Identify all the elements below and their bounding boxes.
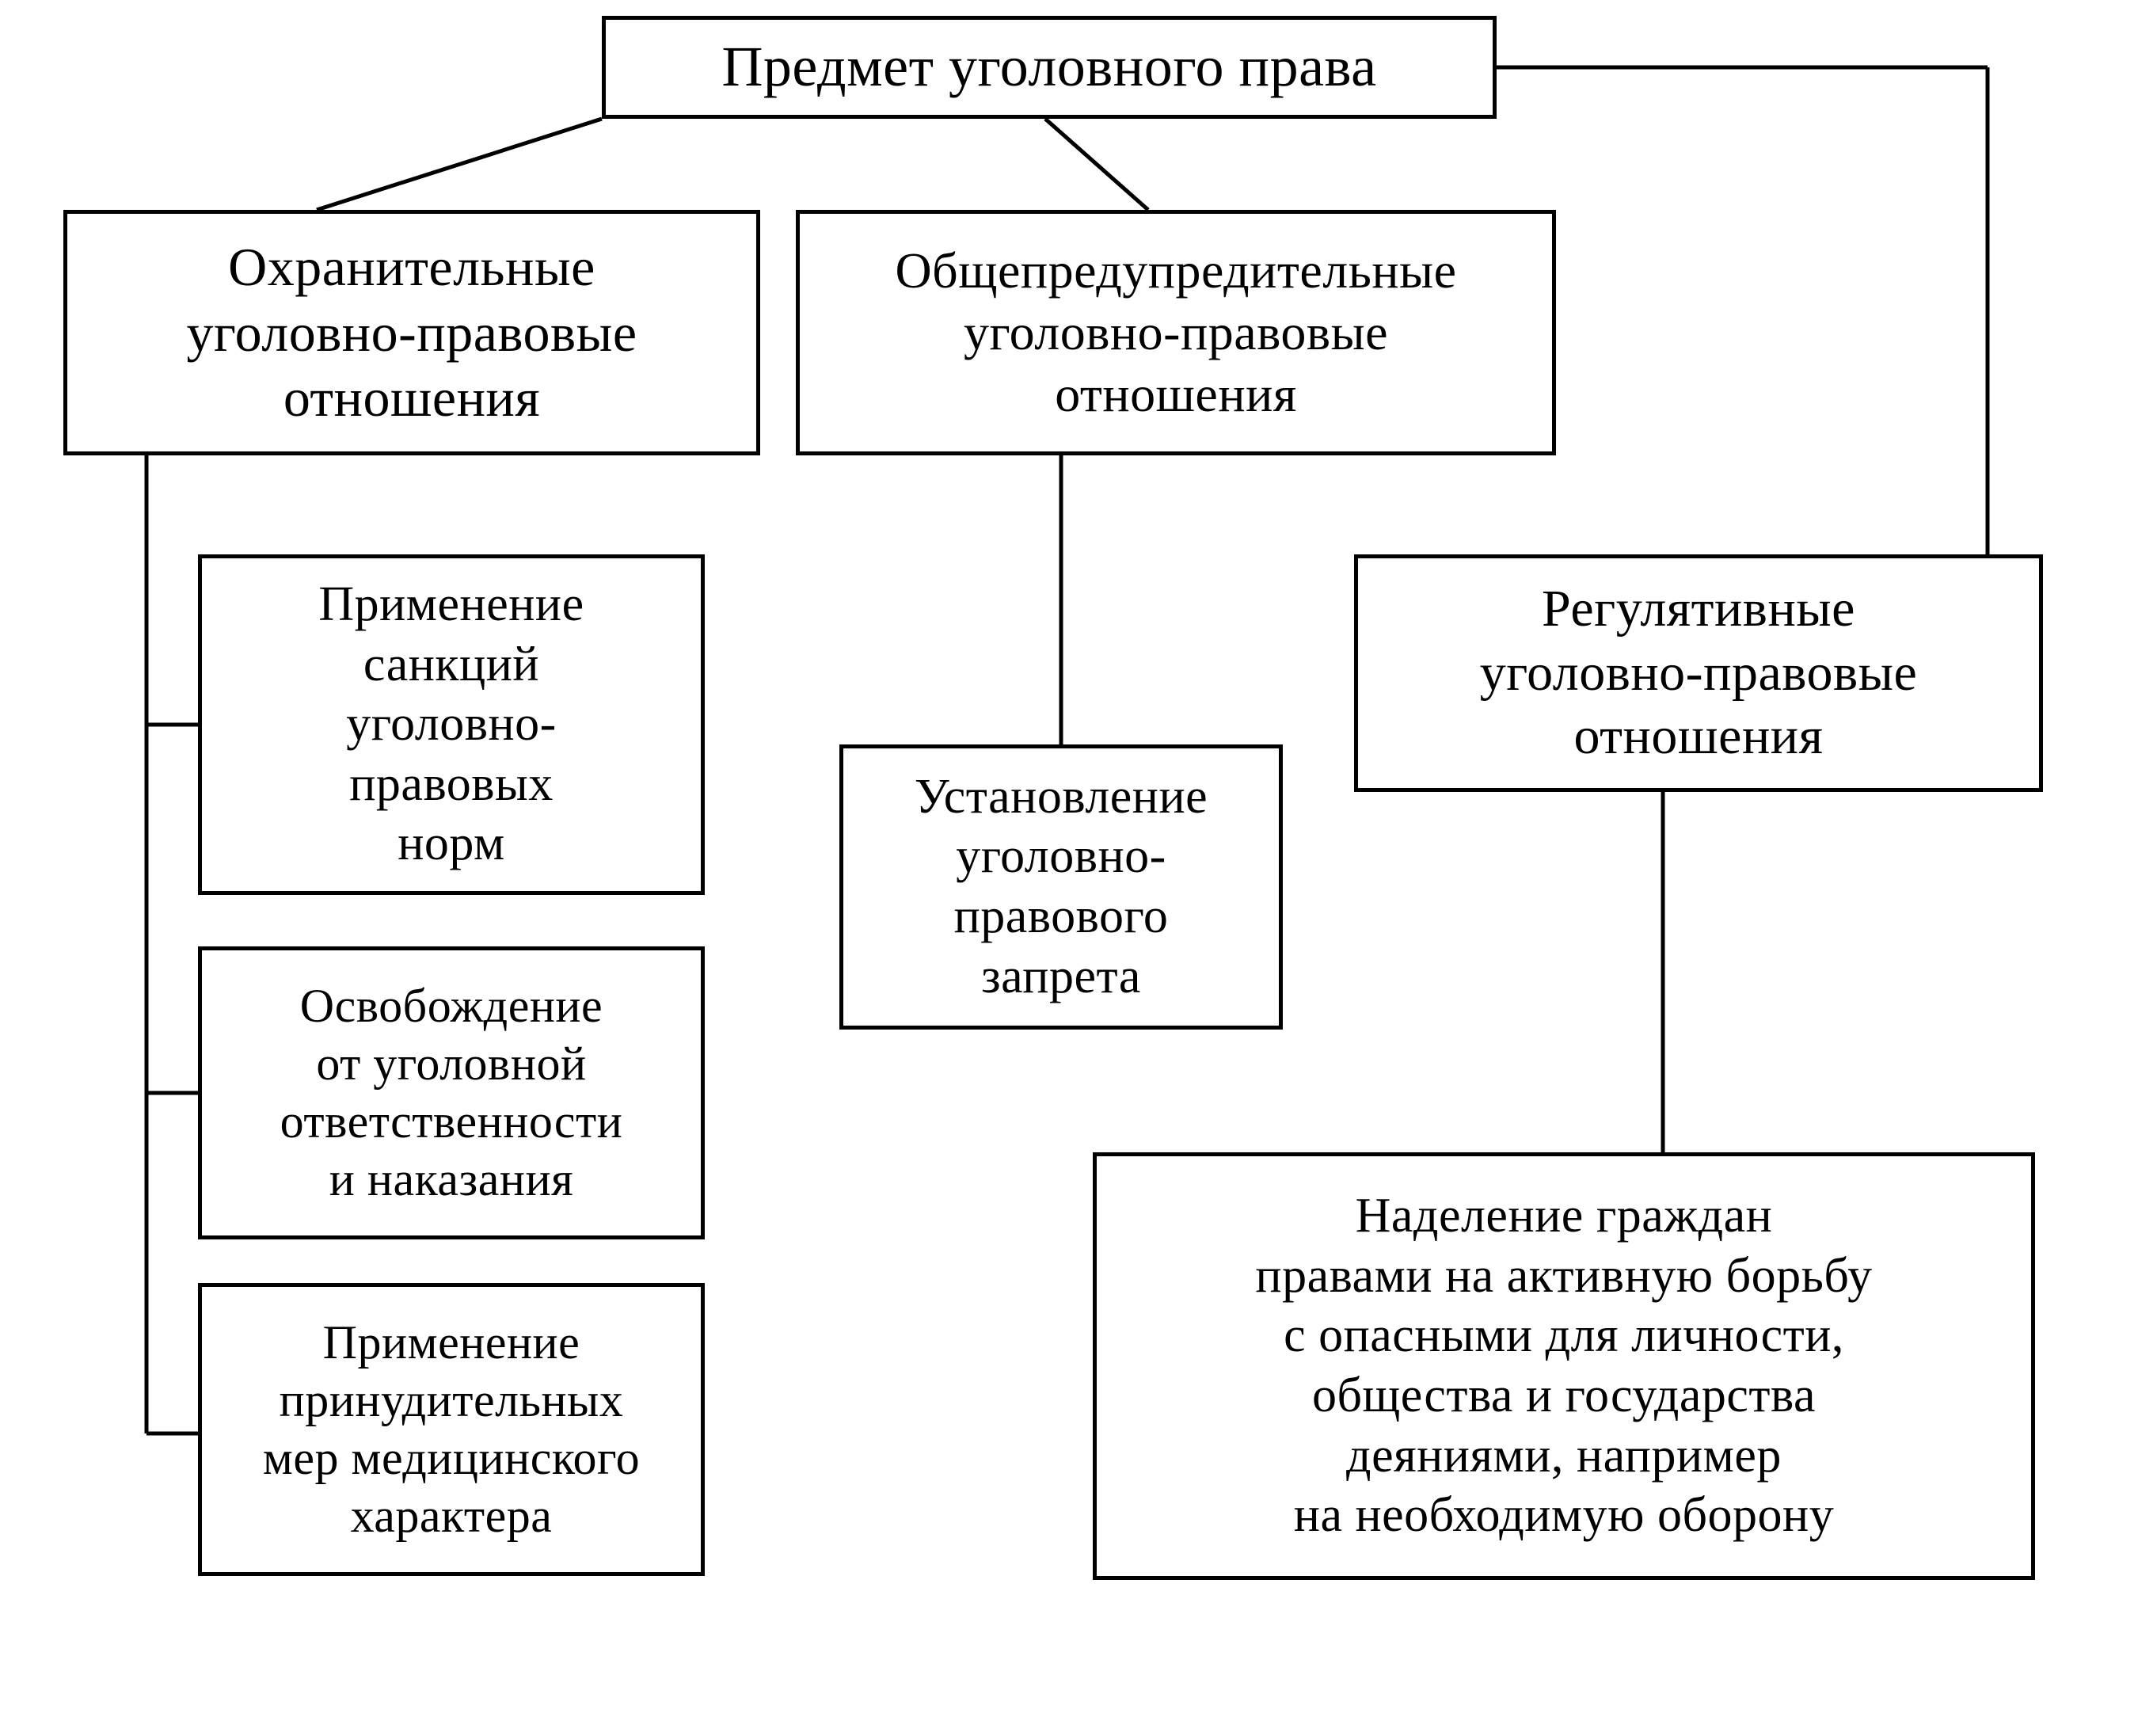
node-leaf3: Наделение гражданправами на активную бор… <box>1093 1152 2035 1580</box>
node-root-label: Предмет уголовного права <box>721 32 1376 102</box>
node-leaf1c: Применениепринудительныхмер медицинского… <box>198 1283 705 1576</box>
node-branch1-label: Охранительныеуголовно-правовыеотношения <box>186 234 637 432</box>
node-leaf2: Установлениеуголовно-правовогозапрета <box>839 744 1283 1030</box>
node-leaf2-label: Установлениеуголовно-правовогозапрета <box>915 767 1208 1007</box>
node-branch3: Регулятивныеуголовно-правовыеотношения <box>1354 554 2043 792</box>
node-leaf1a: Применениесанкцийуголовно-правовыхнорм <box>198 554 705 895</box>
node-branch1: Охранительныеуголовно-правовыеотношения <box>63 210 760 455</box>
node-leaf3-label: Наделение гражданправами на активную бор… <box>1255 1186 1872 1546</box>
node-leaf1a-label: Применениесанкцийуголовно-правовыхнорм <box>318 575 584 874</box>
node-leaf1b: Освобождениеот уголовнойответственностии… <box>198 946 705 1239</box>
node-branch2: Общепредупредительныеуголовно-правовыеот… <box>796 210 1556 455</box>
node-branch3-label: Регулятивныеуголовно-правовыеотношения <box>1480 577 1918 769</box>
node-leaf1c-label: Применениепринудительныхмер медицинского… <box>263 1314 640 1546</box>
node-root: Предмет уголовного права <box>602 16 1497 119</box>
node-branch2-label: Общепредупредительныеуголовно-правовыеот… <box>895 240 1456 425</box>
node-leaf1b-label: Освобождениеот уголовнойответственностии… <box>280 977 623 1209</box>
